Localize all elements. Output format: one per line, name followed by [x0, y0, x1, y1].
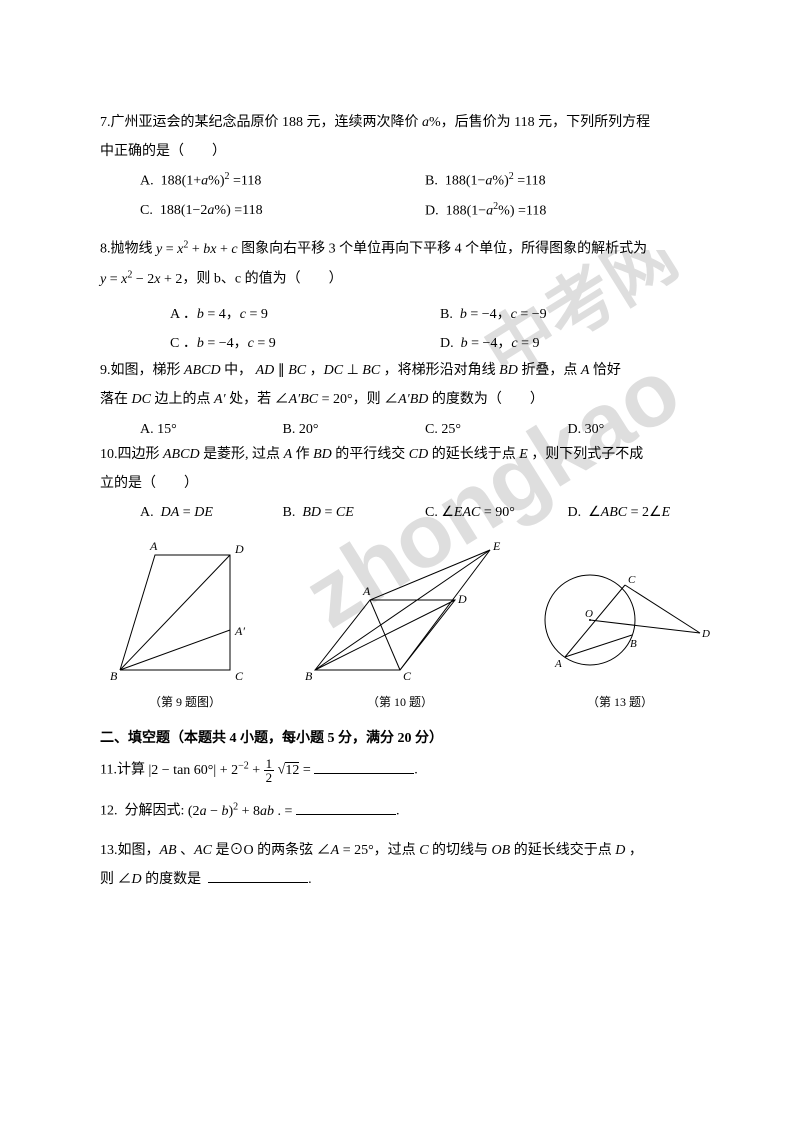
svg-text:C: C: [235, 669, 244, 683]
q8-opt-a: A ．b = 4，c = 9: [170, 302, 440, 327]
svg-text:D: D: [234, 542, 244, 556]
q12-end: .: [396, 804, 400, 819]
q8-options-row1: A ．b = 4，c = 9 B. b = −4，c = −9: [170, 302, 710, 327]
q8-line2: y = x2 − 2x + 2，则 b、c 的值为（ ）: [100, 266, 710, 292]
figure-q13: O C A B D （第 13 题）: [530, 535, 710, 714]
q8-opt-b: B. b = −4，c = −9: [440, 302, 710, 327]
svg-text:B: B: [305, 669, 313, 683]
question-10-line2: 立的是（ ）: [100, 471, 710, 496]
q10-opt-b: B. BD = CE: [283, 500, 426, 525]
svg-text:C: C: [628, 574, 636, 586]
figures-row: A D B C A′ （第 9 题图） A D B C E （第 10 题）: [100, 535, 710, 714]
q7-opt-a: A. 188(1+a%)2 =118: [140, 168, 425, 194]
question-7: 7.广州亚运会的某纪念品原价 188 元，连续两次降价 a%，后售价为 118 …: [100, 110, 710, 135]
q13-end: .: [308, 872, 312, 887]
question-13-line1: 13.如图，AB 、AC 是⊙O 的两条弦 ∠A = 25°，过点 C 的切线与…: [100, 838, 710, 863]
svg-text:A: A: [362, 584, 371, 598]
q7-text-b: %，后售价为 118 元，下列所列方程: [429, 115, 650, 130]
svg-text:B: B: [110, 669, 118, 683]
fig13-caption: （第 13 题）: [530, 692, 710, 714]
q10-opt-d: D. ∠ABC = 2∠E: [568, 500, 711, 525]
q7-opt-c: C. 188(1−2a%) =118: [140, 198, 425, 224]
q9-opt-a: A. 15°: [140, 417, 283, 442]
q8-line1b: 图象向右平移 3 个单位再向下平移 4 个单位，所得图象的解析式为: [238, 242, 648, 257]
q7-opt-d: D. 188(1−a2%) =118: [425, 198, 710, 224]
q7-opt-b: B. 188(1−a%)2 =118: [425, 168, 710, 194]
q7-options-row1: A. 188(1+a%)2 =118 B. 188(1−a%)2 =118: [140, 168, 710, 194]
question-12: 12. 分解因式: (2a − b)2 + 8ab . = .: [100, 798, 710, 824]
q8-opt-c: C ．b = −4，c = 9: [170, 331, 440, 356]
q7-text-c: 中正确的是（ ）: [100, 139, 710, 164]
q8-options-row2: C ．b = −4，c = 9 D. b = −4，c = 9: [170, 331, 710, 356]
question-11: 11.计算 |2 − tan 60°| + 2−2 + 12 √12 = .: [100, 757, 710, 784]
q10-opt-c: C. ∠EAC = 90°: [425, 500, 568, 525]
q13-blank: [208, 868, 308, 883]
svg-text:B: B: [630, 638, 637, 650]
q10-options: A. DA = DE B. BD = CE C. ∠EAC = 90° D. ∠…: [140, 500, 710, 525]
svg-text:E: E: [492, 539, 501, 553]
q9-opt-c: C. 25°: [425, 417, 568, 442]
q8-opt-d: D. b = −4，c = 9: [440, 331, 710, 356]
q11-end: .: [414, 763, 418, 778]
question-9-line1: 9.如图，梯形 ABCD 中， AD ∥ BC ，DC ⊥ BC ，将梯形沿对角…: [100, 358, 710, 383]
q11-blank: [314, 759, 414, 774]
svg-text:O: O: [585, 608, 593, 620]
figure-q9: A D B C A′ （第 9 题图）: [100, 535, 270, 714]
q12-blank: [296, 800, 396, 815]
section-2-title: 二、填空题（本题共 4 小题，每小题 5 分，满分 20 分）: [100, 726, 710, 751]
svg-text:A′: A′: [234, 624, 245, 638]
fig9-caption: （第 9 题图）: [100, 692, 270, 714]
svg-text:C: C: [403, 669, 412, 683]
q9-opt-d: D. 30°: [568, 417, 711, 442]
svg-text:D: D: [457, 592, 467, 606]
question-8: 8.抛物线 y = x2 + bx + c 图象向右平移 3 个单位再向下平移 …: [100, 236, 710, 262]
svg-text:D: D: [701, 628, 710, 640]
q8-line1a: 8.抛物线: [100, 242, 156, 257]
q7-options-row2: C. 188(1−2a%) =118 D. 188(1−a2%) =118: [140, 198, 710, 224]
svg-text:A: A: [554, 658, 562, 670]
question-9-line2: 落在 DC 边上的点 A′ 处，若 ∠A′BC = 20°，则 ∠A′BD 的度…: [100, 387, 710, 412]
question-10-line1: 10.四边形 ABCD 是菱形, 过点 A 作 BD 的平行线交 CD 的延长线…: [100, 442, 710, 467]
q9-opt-b: B. 20°: [283, 417, 426, 442]
q7-text-a: 7.广州亚运会的某纪念品原价 188 元，连续两次降价: [100, 115, 422, 130]
question-13-line2: 则 ∠D 的度数是 .: [100, 867, 710, 892]
fig10-caption: （第 10 题）: [295, 692, 505, 714]
svg-text:A: A: [149, 539, 158, 553]
q10-opt-a: A. DA = DE: [140, 500, 283, 525]
q9-options: A. 15° B. 20° C. 25° D. 30°: [140, 417, 710, 442]
figure-q10: A D B C E （第 10 题）: [295, 535, 505, 714]
